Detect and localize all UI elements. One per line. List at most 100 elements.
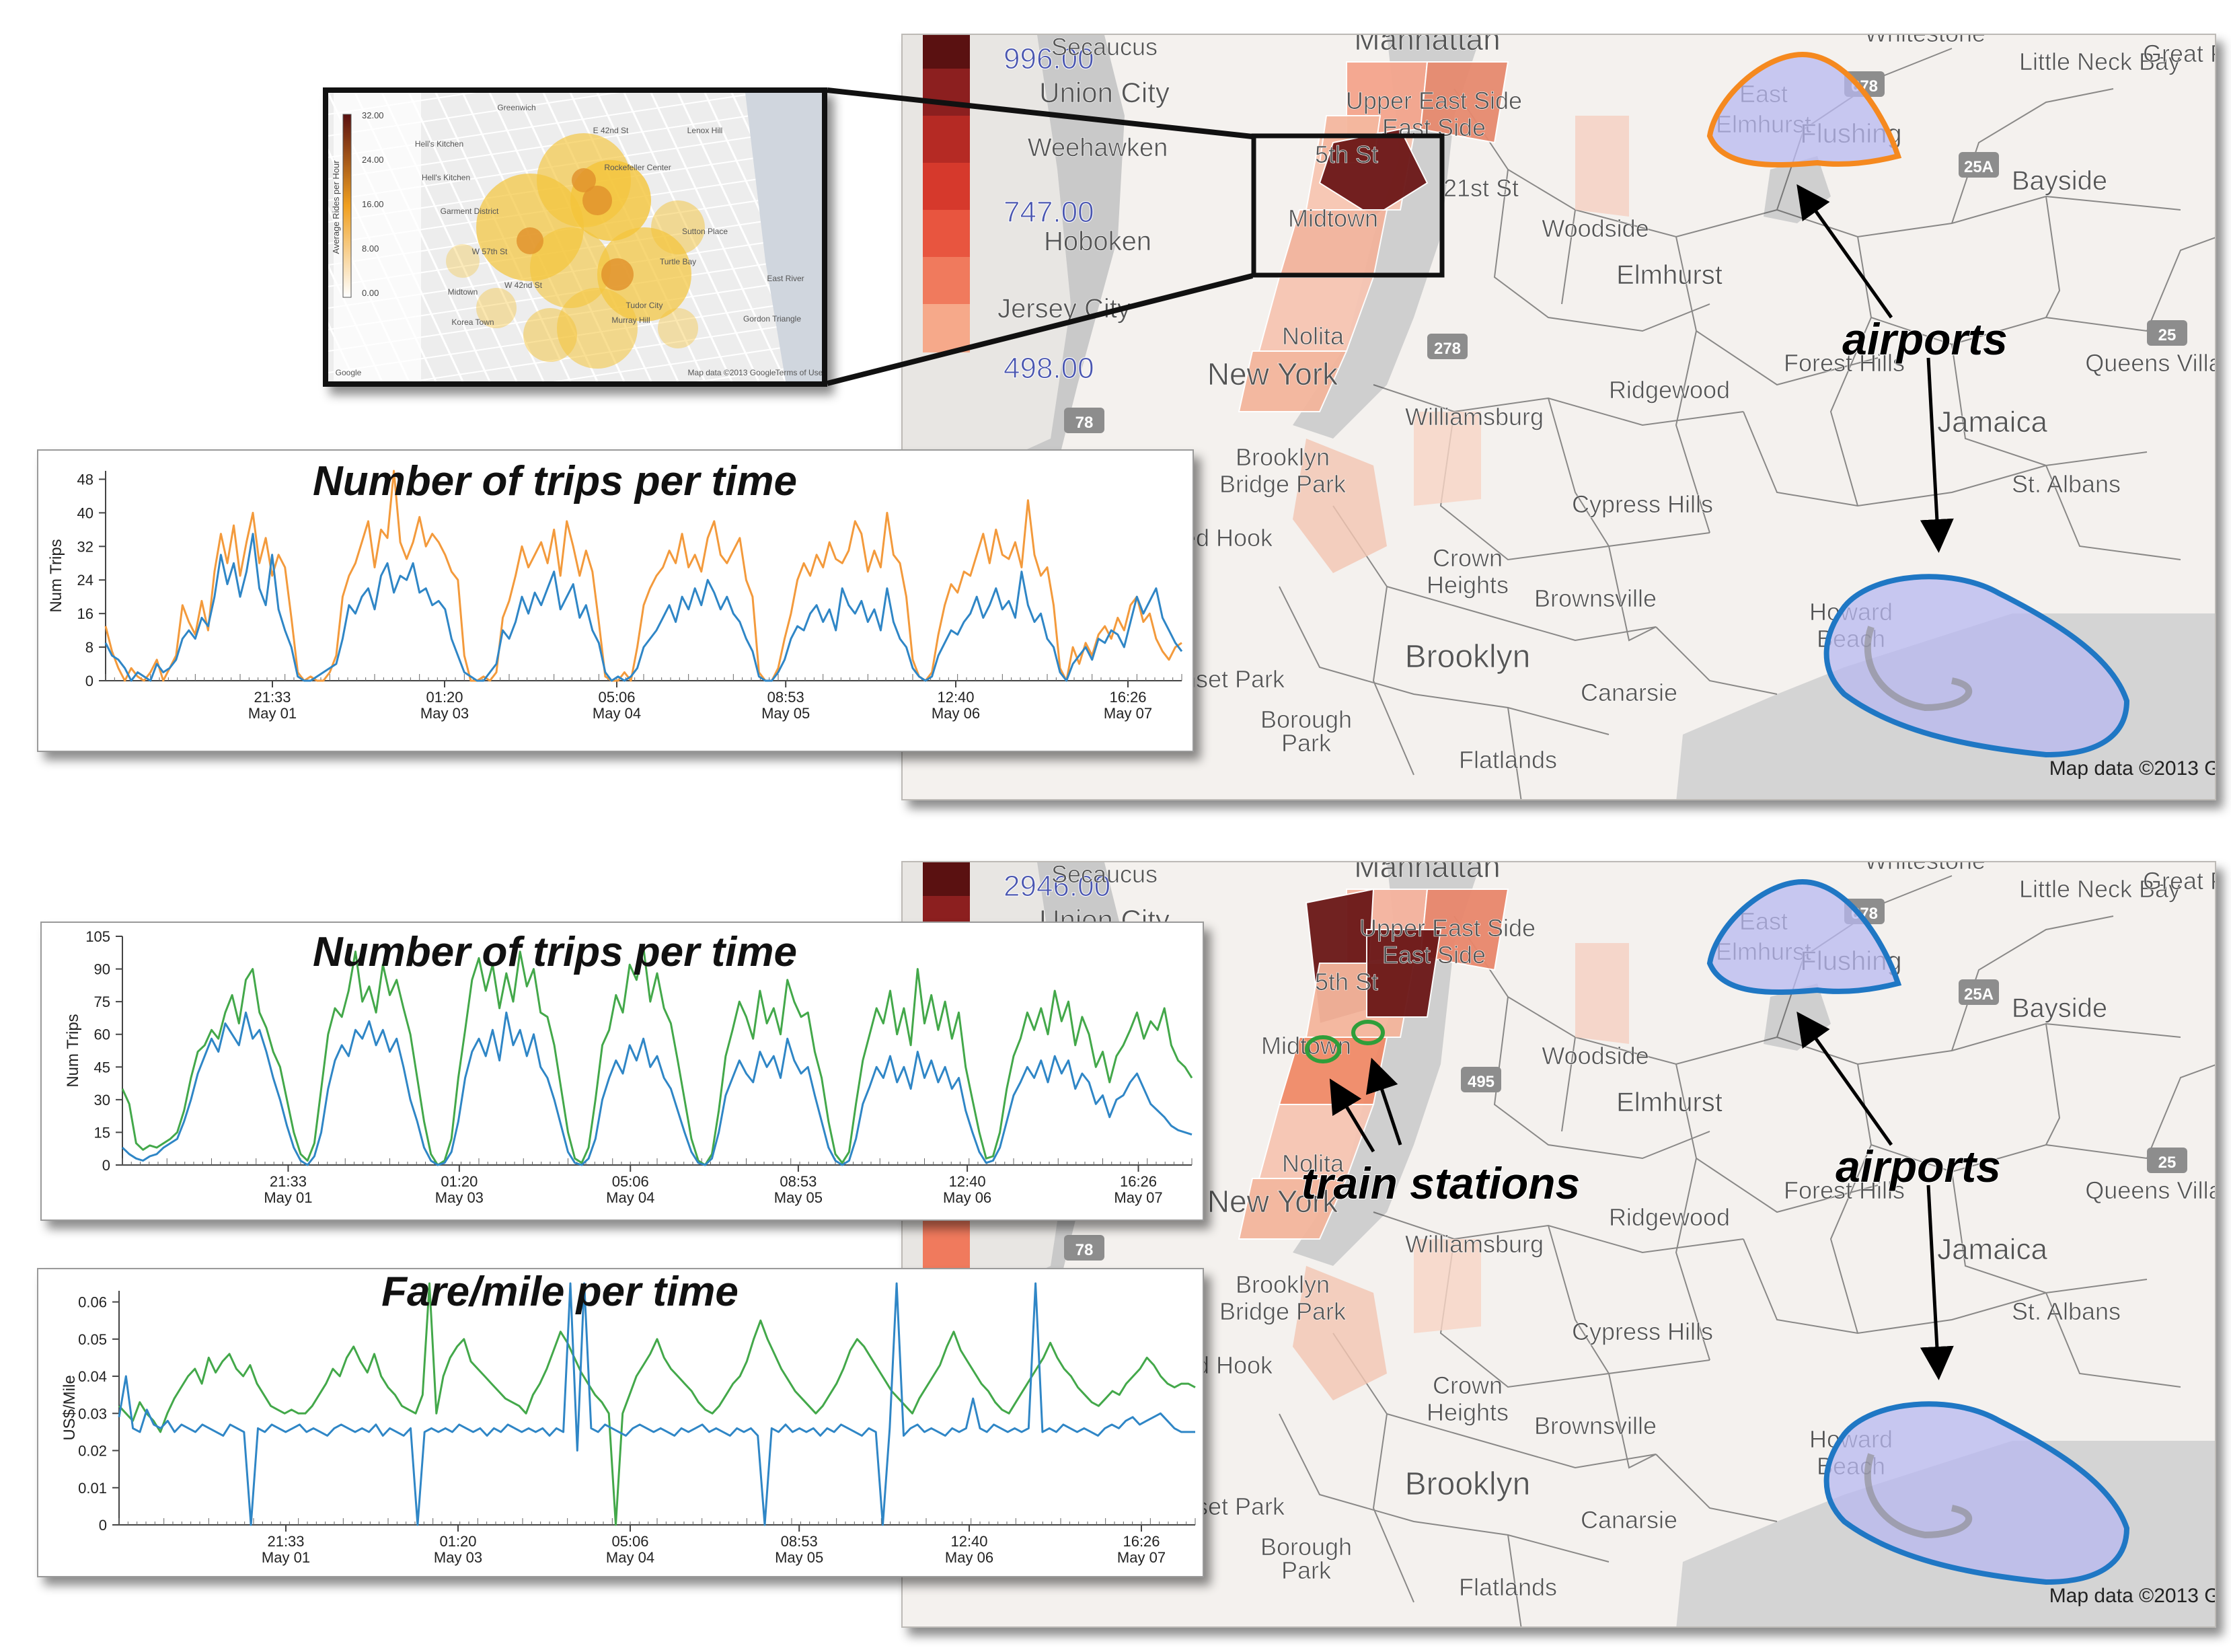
highway-shield-label: 25 xyxy=(2158,326,2177,344)
place-label: Guttenberg xyxy=(1273,35,1394,38)
place-label: Woodside xyxy=(1542,215,1649,242)
x-tick-time: 01:20 xyxy=(441,1173,478,1190)
highway-shield xyxy=(1064,1235,1104,1261)
place-label: 21st St xyxy=(1443,174,1519,202)
place-label: New York xyxy=(1207,1184,1338,1219)
train-station-grand-central[interactable] xyxy=(1351,1020,1385,1045)
east-river xyxy=(745,93,822,381)
inset-place-label: Greenwich xyxy=(497,103,535,112)
highway-shield xyxy=(1959,152,1999,178)
place-label: East Side xyxy=(1382,941,1486,969)
zone[interactable] xyxy=(1414,412,1481,506)
color-scale-step xyxy=(923,257,970,305)
inset-place-label: Hell's Kitchen xyxy=(415,139,463,149)
place-label: Canarsie xyxy=(1581,679,1677,706)
place-label: Hoboken xyxy=(1044,227,1151,256)
color-scale-label: 996.00 xyxy=(1004,42,1094,75)
zone[interactable] xyxy=(1366,929,1442,1018)
place-label: Elmhurst xyxy=(1616,1088,1723,1117)
place-label: Brownsville xyxy=(1534,585,1657,612)
place-label: Forest Hills xyxy=(1784,349,1905,377)
neighborhood-boundaries xyxy=(1279,48,2215,799)
place-label: Queens Village xyxy=(2085,1176,2216,1204)
inset-place-label: E 42nd St xyxy=(593,126,629,135)
annotation-arrow xyxy=(1920,1185,1954,1380)
zone[interactable] xyxy=(1419,61,1509,144)
place-label: Jamaica xyxy=(1937,1233,2047,1266)
x-tick-date: May 01 xyxy=(262,1549,310,1566)
heat-blob xyxy=(651,200,705,254)
highway-shield xyxy=(1461,1067,1501,1092)
place-label: Great Pla xyxy=(2143,867,2216,895)
x-tick-time: 05:06 xyxy=(598,689,635,706)
place-label: Park xyxy=(1281,729,1332,757)
inset-place-label: Turtle Bay xyxy=(660,257,696,266)
y-tick-label: 0.01 xyxy=(78,1480,107,1497)
x-tick-time: 16:26 xyxy=(1120,1173,1157,1190)
place-label: Union City xyxy=(1039,77,1170,108)
highway-shield xyxy=(1959,979,1999,1005)
zone[interactable] xyxy=(1414,1239,1481,1333)
top-map[interactable]: 996.00 747.00 498.00 Secaucus GuttenbergManh… xyxy=(903,35,2216,800)
annotation-arrow xyxy=(1797,184,1893,319)
top-map-panel[interactable]: 996.00 747.00 498.00 Secaucus GuttenbergManh… xyxy=(901,34,2216,800)
heat-legend-bar xyxy=(342,114,352,298)
place-label: Manhattan xyxy=(1354,35,1500,57)
street xyxy=(650,93,787,381)
zone[interactable] xyxy=(1238,350,1348,412)
x-tick-date: May 04 xyxy=(606,1189,654,1206)
place-label: Heights xyxy=(1427,571,1509,599)
heat-core xyxy=(517,227,543,254)
place-label: Queens Village xyxy=(2085,349,2216,377)
train-station-penn[interactable] xyxy=(1305,1035,1341,1063)
color-scale-step xyxy=(923,210,970,258)
x-tick-time: 01:20 xyxy=(439,1533,476,1550)
zone[interactable] xyxy=(1575,116,1629,217)
chart-title: Number of trips per time xyxy=(313,458,797,504)
x-tick-date: May 06 xyxy=(945,1549,993,1566)
airport-laguardia-outline[interactable] xyxy=(1706,52,1902,168)
heat-legend-tick: 16.00 xyxy=(362,199,384,209)
inset-place-label: Hell's Kitchen xyxy=(422,173,470,182)
y-tick-label: 60 xyxy=(94,1026,110,1043)
x-tick-date: May 01 xyxy=(264,1189,312,1206)
heat-blob xyxy=(530,227,611,308)
y-tick-label: 8 xyxy=(85,639,93,656)
x-tick-date: May 05 xyxy=(774,1189,823,1206)
zoom-box[interactable] xyxy=(1251,133,1445,278)
map-attribution: Map data ©2013 Go xyxy=(2049,1585,2216,1607)
zone[interactable] xyxy=(1293,1266,1387,1400)
airport-jfk-outline[interactable] xyxy=(1823,574,2130,758)
inset-heatmap[interactable]: 32.00 24.00 16.00 8.00 0.00 Average Rides per… xyxy=(323,87,827,387)
y-tick-label: 0.04 xyxy=(78,1368,107,1385)
place-label: Ridgewood xyxy=(1609,376,1730,404)
airport-laguardia-outline[interactable] xyxy=(1706,879,1902,996)
heat-core xyxy=(601,258,634,291)
y-tick-label: 0.03 xyxy=(78,1405,107,1422)
zone[interactable] xyxy=(1575,943,1629,1044)
x-tick-date: May 03 xyxy=(420,705,469,722)
highway-shield-label: 78 xyxy=(1075,414,1094,432)
street xyxy=(696,363,822,381)
x-tick-time: 12:40 xyxy=(937,689,974,706)
x-tick-date: May 04 xyxy=(593,705,641,722)
place-label: Bridge Park xyxy=(1219,1298,1347,1325)
annotation-arrow xyxy=(1365,1057,1402,1146)
place-label: Nolita xyxy=(1282,322,1345,350)
y-tick-label: 40 xyxy=(77,504,93,521)
color-scale-label: 2946.00 xyxy=(1004,870,1110,903)
x-tick-time: 12:40 xyxy=(949,1173,986,1190)
x-tick-date: May 07 xyxy=(1117,1549,1166,1566)
highway-shield-label: 25 xyxy=(2158,1154,2177,1172)
heat-blob xyxy=(557,288,638,369)
place-label: Flatlands xyxy=(1459,1573,1557,1601)
airport-jfk-outline[interactable] xyxy=(1823,1401,2130,1585)
zone[interactable] xyxy=(1318,128,1429,218)
highway-shield xyxy=(2147,320,2187,346)
zone[interactable] xyxy=(1238,1178,1348,1240)
inset-place-label: Tudor City xyxy=(626,301,663,310)
zone[interactable] xyxy=(1293,439,1387,573)
y-tick-label: 0.05 xyxy=(78,1331,107,1348)
series-line-1 xyxy=(118,1282,1195,1526)
